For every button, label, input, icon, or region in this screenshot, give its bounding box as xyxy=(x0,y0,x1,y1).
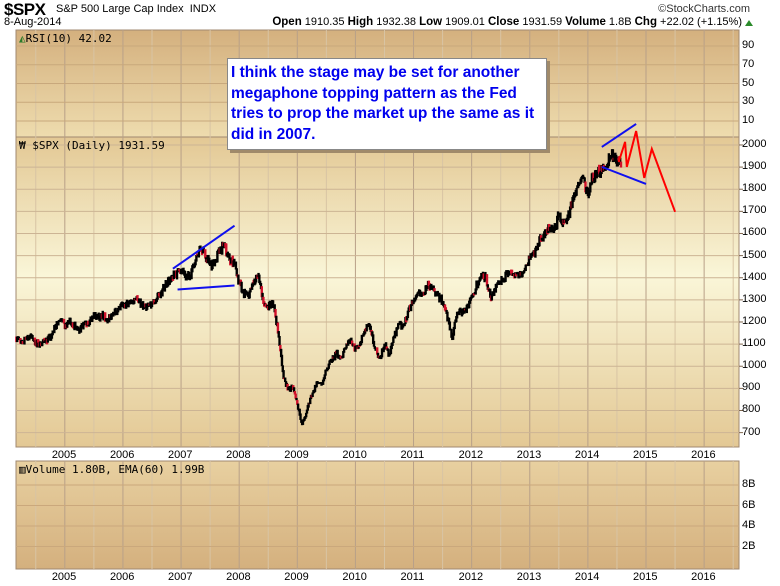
rsi-label: ◭RSI(10) 42.02 xyxy=(19,32,112,45)
volume-x-tick-label: 2015 xyxy=(633,571,658,583)
rsi-tick-label: 70 xyxy=(742,57,755,70)
x-tick-label: 2006 xyxy=(109,449,135,461)
y-tick-label: 1300 xyxy=(742,292,767,305)
x-tick-label: 2008 xyxy=(226,449,251,461)
volume-bars-icon: ▥ xyxy=(19,463,26,476)
rsi-tick-label: 90 xyxy=(742,39,755,51)
volume-tick-label: 4B xyxy=(742,519,756,531)
volume-label: ▥Volume 1.80B, EMA(60) 1.99B xyxy=(19,463,205,476)
x-tick-label: 2005 xyxy=(51,449,77,461)
rsi-tick-label: 30 xyxy=(742,95,755,108)
rsi-icon: ◭ xyxy=(19,32,26,45)
symbol-name: S&P 500 Large Cap Index INDX xyxy=(56,3,217,15)
trendline xyxy=(177,284,235,291)
volume-x-tick-label: 2013 xyxy=(516,571,542,583)
projection-line xyxy=(617,130,677,213)
volume-x-tick-label: 2008 xyxy=(226,571,251,583)
volume-tick-label: 6B xyxy=(742,498,756,511)
rsi-tick-label: 10 xyxy=(742,114,755,126)
price-panel xyxy=(15,136,740,448)
y-tick-label: 1000 xyxy=(742,359,767,372)
x-tick-label: 2013 xyxy=(516,449,542,461)
x-tick-label: 2015 xyxy=(633,449,658,461)
y-tick-label: 1500 xyxy=(742,248,767,261)
x-tick-label: 2007 xyxy=(168,449,193,461)
volume-panel xyxy=(15,460,740,570)
y-tick-label: 1700 xyxy=(742,204,767,217)
volume-x-tick-label: 2006 xyxy=(109,571,135,583)
y-tick-label: 700 xyxy=(742,425,761,438)
x-tick-label: 2009 xyxy=(284,449,309,461)
exchange: INDX xyxy=(189,3,217,15)
y-tick-label: 1900 xyxy=(742,160,767,173)
y-tick-label: 1800 xyxy=(742,182,767,195)
y-tick-label: 900 xyxy=(742,381,761,394)
y-tick-label: 1600 xyxy=(742,226,767,239)
candle-icon: ₩ xyxy=(19,139,26,152)
volume-x-tick-label: 2005 xyxy=(51,571,77,583)
y-tick-label: 1100 xyxy=(742,337,766,350)
volume-x-tick-label: 2010 xyxy=(342,571,367,583)
y-tick-label: 800 xyxy=(742,403,761,416)
x-tick-label: 2014 xyxy=(574,449,600,461)
copyright: ©StockCharts.com xyxy=(658,3,750,15)
volume-x-tick-label: 2011 xyxy=(400,571,425,583)
trendline xyxy=(601,165,647,185)
y-tick-label: 1200 xyxy=(742,314,767,327)
ohlc-readout: Open 1910.35 High 1932.38 Low 1909.01 Cl… xyxy=(272,16,742,28)
volume-x-tick-label: 2012 xyxy=(458,571,484,583)
up-arrow-icon xyxy=(745,20,753,26)
volume-tick-label: 2B xyxy=(742,539,756,552)
volume-x-tick-label: 2009 xyxy=(284,571,309,583)
volume-x-tick-label: 2016 xyxy=(691,571,716,583)
symbol: $SPX xyxy=(4,0,46,19)
chart-date: 8-Aug-2014 xyxy=(4,16,62,28)
y-tick-label: 1400 xyxy=(742,270,767,283)
x-tick-label: 2011 xyxy=(400,449,425,461)
volume-x-tick-label: 2007 xyxy=(168,571,193,583)
x-tick-label: 2016 xyxy=(691,449,716,461)
y-tick-label: 2000 xyxy=(742,137,767,150)
annotation-textbox: I think the stage may be set for another… xyxy=(227,58,547,150)
x-tick-label: 2010 xyxy=(342,449,367,461)
x-tick-label: 2012 xyxy=(458,449,484,461)
trendline xyxy=(172,224,236,270)
rsi-tick-label: 50 xyxy=(742,76,755,89)
price-label: ₩ $SPX (Daily) 1931.59 xyxy=(19,139,165,152)
volume-tick-label: 8B xyxy=(742,478,756,490)
trendline xyxy=(601,123,637,148)
volume-x-tick-label: 2014 xyxy=(574,571,600,583)
